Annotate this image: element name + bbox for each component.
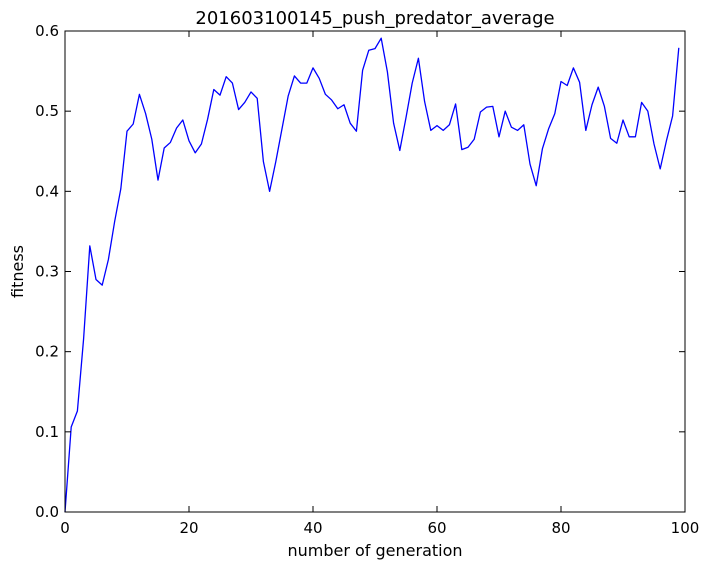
marks-layer — [64, 37, 680, 513]
plot-area-frame — [64, 30, 686, 513]
y-tick-label: 0.4 — [35, 182, 59, 200]
x-tick-label: 100 — [671, 519, 700, 537]
y-tick-label: 0.2 — [35, 343, 59, 361]
y-tick-label: 0.5 — [35, 102, 59, 120]
series-line-0 — [64, 37, 680, 513]
x-tick-label: 20 — [179, 519, 198, 537]
y-tick-label: 0.6 — [35, 22, 59, 40]
x-axis-label: number of generation — [287, 541, 462, 560]
y-tick-label: 0.1 — [35, 423, 59, 441]
x-tick-label: 60 — [427, 519, 446, 537]
y-axis-label: fitness — [8, 245, 27, 298]
x-tick-label: 0 — [60, 519, 70, 537]
x-tick-label: 80 — [551, 519, 570, 537]
y-tick-label: 0.3 — [35, 263, 59, 281]
chart-title: 201603100145_push_predator_average — [195, 8, 554, 29]
x-tick-label: 40 — [303, 519, 322, 537]
y-tick-label: 0.0 — [35, 503, 59, 521]
